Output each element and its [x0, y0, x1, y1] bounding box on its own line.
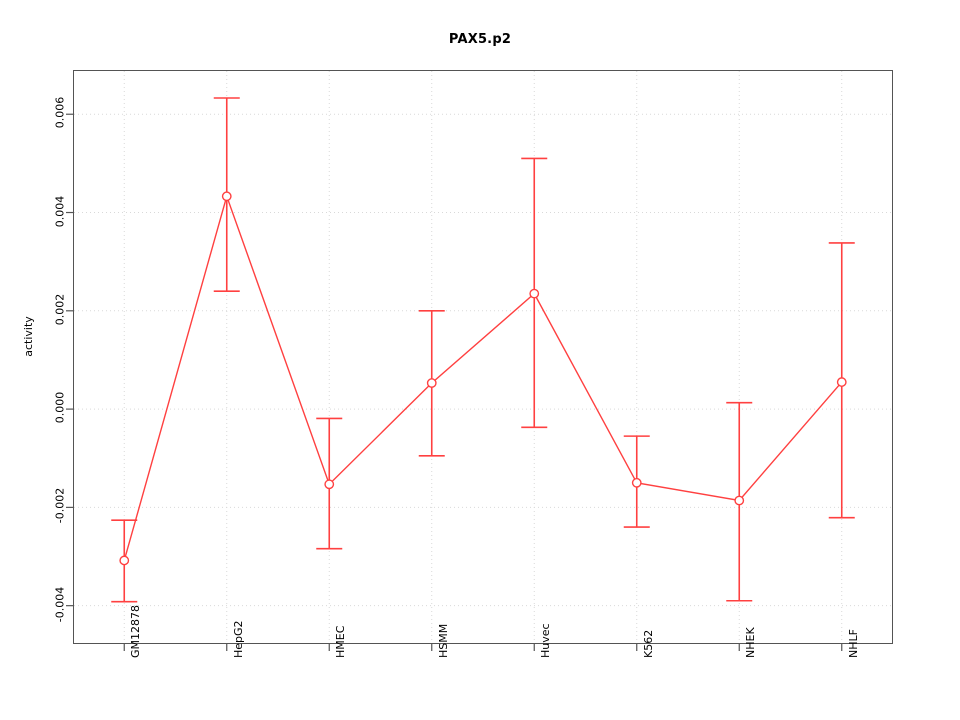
y-axis-title: activity [21, 316, 35, 357]
y-axis-tick-label: 0.004 [53, 195, 67, 227]
x-axis-tick-label: NHLF [846, 629, 860, 658]
y-axis-tick-label: 0.002 [53, 293, 67, 326]
plot-area [73, 70, 893, 644]
chart-title: PAX5.p2 [448, 32, 512, 47]
x-axis-tick-label: GM12878 [129, 604, 143, 658]
y-axis-tick-label: 0.006 [53, 96, 67, 129]
x-axis-tick-label: HepG2 [231, 620, 245, 658]
x-axis-tick-label: Huvec [539, 623, 553, 658]
y-axis-tick-label: 0.000 [53, 391, 67, 424]
y-axis-tick-label: -0.002 [53, 488, 67, 524]
y-axis-ticks [66, 113, 73, 607]
x-axis-tick-label: K562 [641, 629, 655, 658]
x-axis-tick-label: HSMM [436, 623, 450, 658]
x-axis-tick-label: NHEK [744, 627, 758, 658]
y-axis-tick-label: -0.004 [53, 586, 67, 622]
x-axis-tick-label: HMEC [334, 625, 348, 658]
